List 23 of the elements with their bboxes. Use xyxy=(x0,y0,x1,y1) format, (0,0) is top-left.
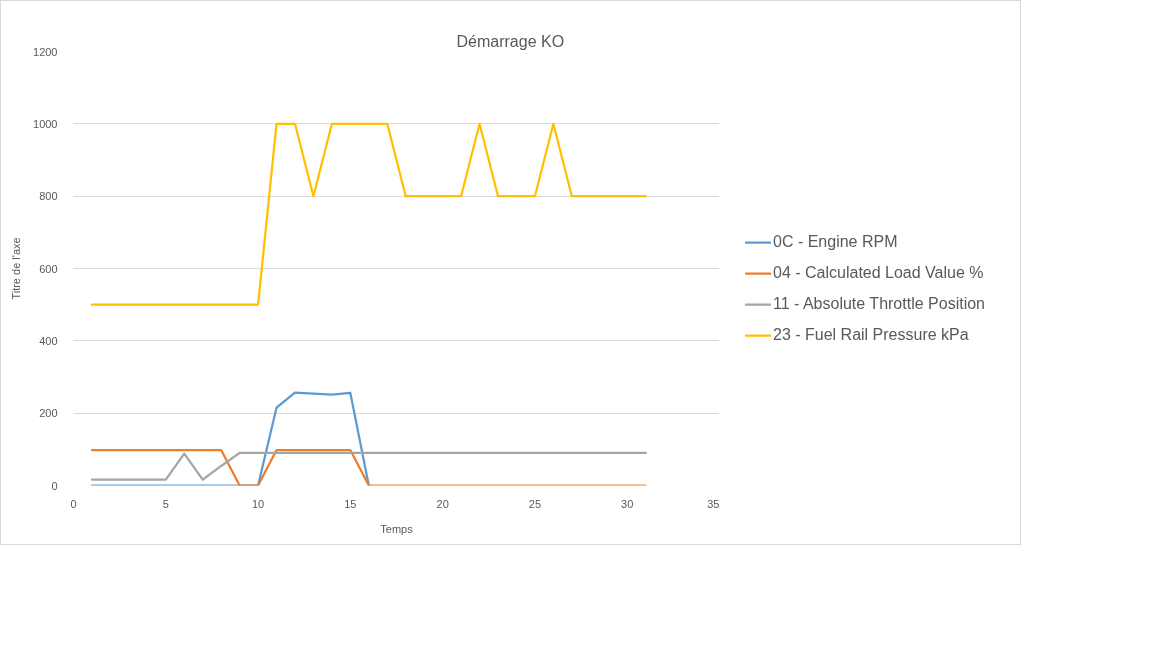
x-tick-label: 30 xyxy=(621,497,634,510)
legend-label: 23 - Fuel Rail Pressure kPa xyxy=(773,325,969,345)
x-tick-label: 5 xyxy=(162,497,169,510)
x-axis-title: Temps xyxy=(380,522,414,535)
x-tick-label: 35 xyxy=(707,497,720,510)
legend-label: 0C - Engine RPM xyxy=(773,232,898,252)
y-tick-label: 600 xyxy=(39,262,58,275)
legend-label: 11 - Absolute Throttle Position xyxy=(773,294,985,314)
y-tick-label: 1200 xyxy=(33,45,58,58)
y-tick-label: 400 xyxy=(39,334,58,347)
y-tick-label: 1000 xyxy=(33,117,58,130)
y-tick-label: 0 xyxy=(51,479,58,492)
chart-title: Démarrage KO xyxy=(456,32,565,50)
y-tick-label: 800 xyxy=(39,190,58,203)
x-tick-label: 20 xyxy=(436,497,449,510)
y-axis-title: Titre de l'axe xyxy=(10,237,23,300)
x-tick-label: 15 xyxy=(344,497,357,510)
y-tick-label: 200 xyxy=(39,407,58,420)
line-series xyxy=(90,391,370,486)
x-tick-label: 10 xyxy=(251,497,265,510)
x-tick-label: 25 xyxy=(528,497,542,510)
legend-label: 04 - Calculated Load Value % xyxy=(773,263,984,283)
x-tick-label: 0 xyxy=(70,497,77,510)
